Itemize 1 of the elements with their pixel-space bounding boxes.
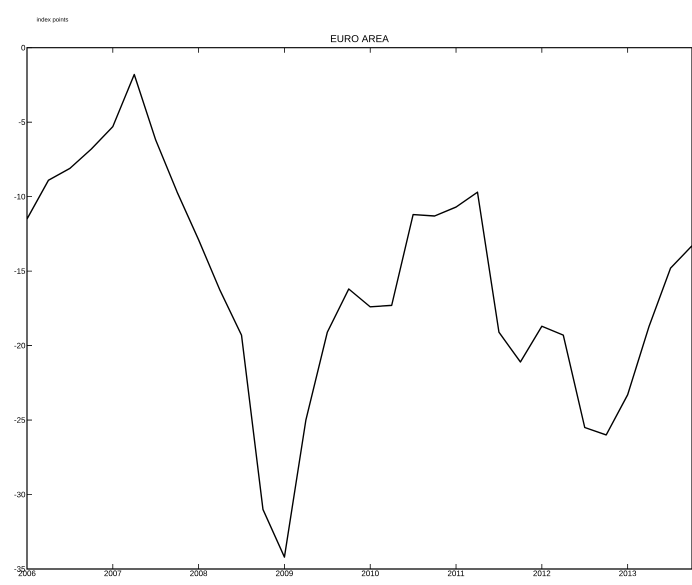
chart-title: EURO AREA [330, 35, 389, 42]
